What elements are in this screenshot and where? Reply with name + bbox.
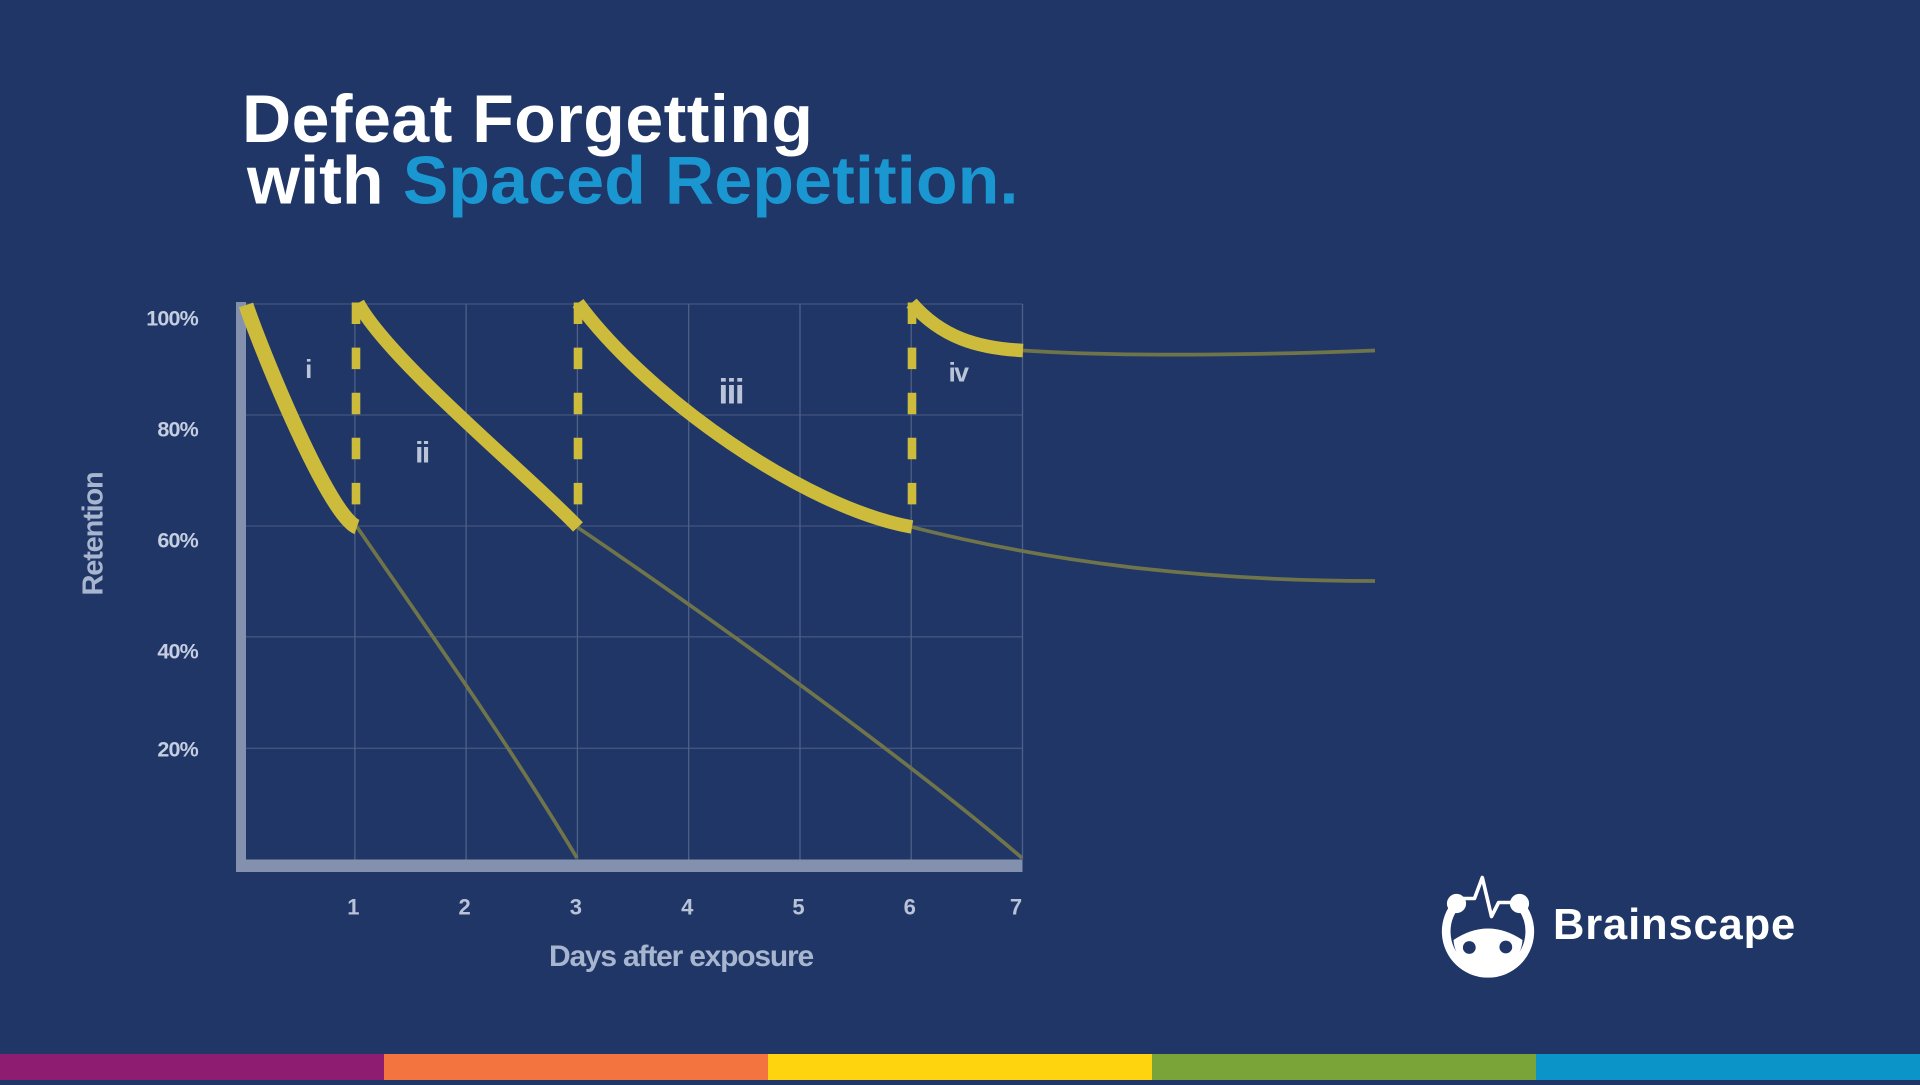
svg-text:ii: ii (415, 437, 429, 470)
svg-text:Days after exposure: Days after exposure (549, 940, 814, 973)
svg-text:20%: 20% (157, 738, 198, 762)
svg-text:Retention: Retention (78, 473, 110, 596)
svg-text:1: 1 (347, 895, 359, 920)
svg-text:5: 5 (792, 895, 804, 920)
svg-text:60%: 60% (157, 529, 198, 553)
svg-text:iv: iv (948, 358, 969, 388)
svg-text:3: 3 (570, 895, 582, 920)
svg-text:iii: iii (718, 372, 743, 411)
svg-text:6: 6 (904, 895, 916, 920)
svg-text:7: 7 (1010, 895, 1022, 920)
svg-text:2: 2 (458, 895, 470, 920)
svg-text:i: i (305, 354, 311, 384)
svg-text:4: 4 (681, 895, 694, 920)
svg-text:100%: 100% (146, 307, 198, 331)
svg-text:Defeat Forgetting: Defeat Forgetting (242, 81, 813, 157)
svg-text:80%: 80% (157, 418, 198, 442)
svg-text:Brainscape: Brainscape (1553, 901, 1796, 949)
svg-text:40%: 40% (157, 639, 198, 663)
svg-text:with Spaced Repetition.: with Spaced Repetition. (246, 143, 1019, 219)
